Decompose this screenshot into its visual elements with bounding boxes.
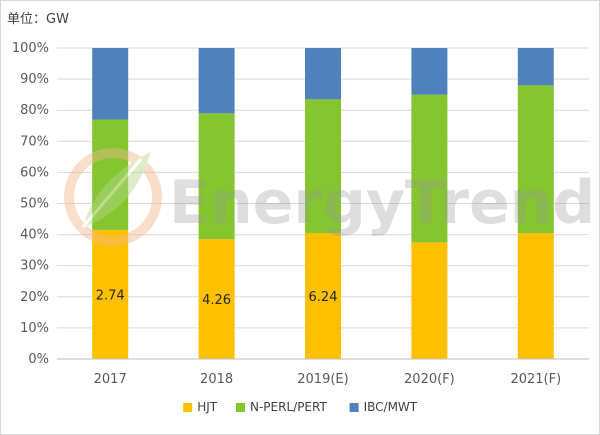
legend-label: IBC/MWT bbox=[364, 400, 418, 414]
y-tick-label: 20% bbox=[20, 290, 49, 305]
x-tick-label: 2019(E) bbox=[297, 372, 348, 387]
bar-segment bbox=[305, 99, 341, 234]
bar-segment bbox=[517, 85, 554, 234]
x-tick-label: 2017 bbox=[94, 372, 127, 387]
watermark-logo-icon bbox=[64, 148, 162, 246]
y-tick-label: 30% bbox=[20, 259, 49, 274]
y-tick-label: 70% bbox=[20, 134, 49, 149]
data-label: 2.74 bbox=[96, 288, 125, 303]
bar-segment bbox=[92, 229, 129, 359]
y-tick-label: 10% bbox=[20, 321, 49, 336]
watermark: EnergyTrend bbox=[64, 148, 595, 246]
y-tick-label: 100% bbox=[12, 41, 49, 56]
watermark-text: EnergyTrend bbox=[169, 168, 595, 238]
x-tick-label: 2018 bbox=[200, 372, 233, 387]
bar-segment bbox=[305, 233, 341, 359]
unit-label: 单位：GW bbox=[7, 12, 69, 27]
bar-segment bbox=[517, 233, 554, 359]
axes: 0% 10% 20% 30% 40% 50% 60% 70% 80% 90% 100% 2017 201… bbox=[12, 41, 589, 387]
legend-swatch bbox=[349, 403, 359, 412]
bar-segment bbox=[411, 242, 448, 359]
legend-label: N-PERL/PERT bbox=[250, 400, 327, 414]
data-labels: 2.74 4.26 6.24 bbox=[96, 288, 338, 308]
legend-label: HJT bbox=[197, 400, 218, 414]
legend-swatch bbox=[183, 403, 193, 412]
y-tick-label: 50% bbox=[20, 197, 49, 212]
bar-segment bbox=[305, 48, 341, 100]
bar-segment bbox=[198, 113, 235, 240]
y-tick-label: 0% bbox=[28, 352, 49, 367]
bar-segment bbox=[92, 119, 129, 230]
data-label: 4.26 bbox=[202, 293, 231, 308]
bar-segment bbox=[517, 48, 554, 86]
bar-segment bbox=[198, 239, 235, 359]
legend-swatch bbox=[236, 403, 245, 412]
bar-segment bbox=[411, 48, 448, 95]
x-tick-label: 2020(F) bbox=[404, 372, 455, 387]
data-label: 6.24 bbox=[309, 290, 338, 305]
y-tick-label: 80% bbox=[20, 103, 49, 118]
y-tick-label: 40% bbox=[20, 228, 49, 243]
bars bbox=[92, 48, 554, 359]
x-tick-label: 2021(F) bbox=[510, 372, 561, 387]
y-tick-label: 60% bbox=[20, 165, 49, 180]
legend: HJT N-PERL/PERT IBC/MWT bbox=[183, 400, 418, 414]
bar-segment bbox=[92, 48, 129, 120]
bar-segment bbox=[198, 48, 235, 114]
bar-segment bbox=[411, 94, 448, 243]
y-tick-label: 90% bbox=[20, 72, 49, 87]
